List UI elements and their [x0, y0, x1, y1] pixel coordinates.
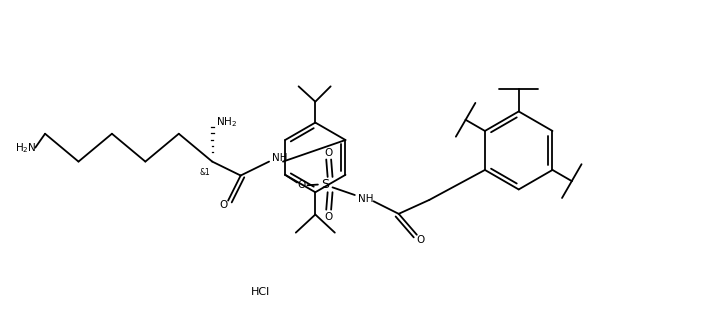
- Text: HCl: HCl: [252, 287, 270, 297]
- Text: &1: &1: [200, 168, 211, 177]
- Text: O: O: [324, 211, 333, 222]
- Text: NH$_2$: NH$_2$: [217, 115, 237, 129]
- Text: NH: NH: [358, 194, 374, 204]
- Text: O: O: [220, 200, 228, 211]
- Text: S: S: [320, 178, 329, 191]
- Text: O: O: [324, 147, 333, 158]
- Text: O: O: [298, 180, 306, 189]
- Text: O: O: [416, 235, 424, 245]
- Text: H$_2$N: H$_2$N: [15, 141, 37, 155]
- Text: NH: NH: [272, 153, 288, 163]
